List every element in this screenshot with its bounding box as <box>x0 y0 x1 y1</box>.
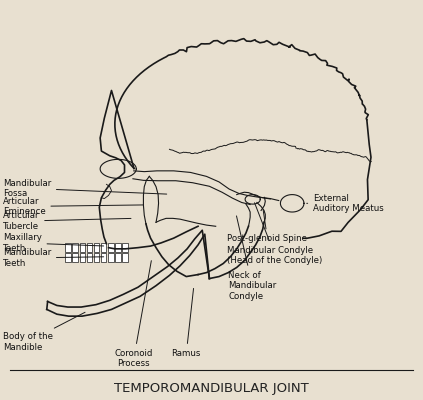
Text: Mandibular
Teeth: Mandibular Teeth <box>3 248 104 268</box>
Bar <box>108 253 114 262</box>
Bar <box>115 243 121 252</box>
Text: Mandibular Condyle
(Head of the Condyle): Mandibular Condyle (Head of the Condyle) <box>228 203 323 265</box>
Text: Maxillary
Teeth: Maxillary Teeth <box>3 233 104 253</box>
Bar <box>65 243 71 252</box>
Bar <box>101 243 107 252</box>
Text: Post-glenoid Spine: Post-glenoid Spine <box>228 210 308 244</box>
Bar <box>87 253 92 262</box>
Text: Mandibular
Fossa: Mandibular Fossa <box>3 178 167 198</box>
Text: Neck of
Mandibular
Condyle: Neck of Mandibular Condyle <box>228 216 277 300</box>
Bar <box>115 253 121 262</box>
Bar <box>122 253 128 262</box>
Text: TEMPOROMANDIBULAR JOINT: TEMPOROMANDIBULAR JOINT <box>114 382 309 395</box>
Text: Articular
Eminence: Articular Eminence <box>3 197 143 216</box>
Bar <box>101 253 107 262</box>
Text: Ramus: Ramus <box>172 288 201 358</box>
Bar <box>72 243 78 252</box>
Bar <box>80 253 85 262</box>
Bar <box>87 243 92 252</box>
Bar <box>108 243 114 252</box>
Bar <box>65 253 71 262</box>
Bar <box>122 243 128 252</box>
Bar <box>94 243 99 252</box>
Bar <box>80 243 85 252</box>
Text: Articular
Tubercle: Articular Tubercle <box>3 212 131 231</box>
Bar <box>94 253 99 262</box>
Text: Body of the
Mandible: Body of the Mandible <box>3 312 85 352</box>
Bar <box>72 253 78 262</box>
Text: Coronoid
Process: Coronoid Process <box>115 261 153 368</box>
Text: External
Auditory Meatus: External Auditory Meatus <box>307 194 384 213</box>
